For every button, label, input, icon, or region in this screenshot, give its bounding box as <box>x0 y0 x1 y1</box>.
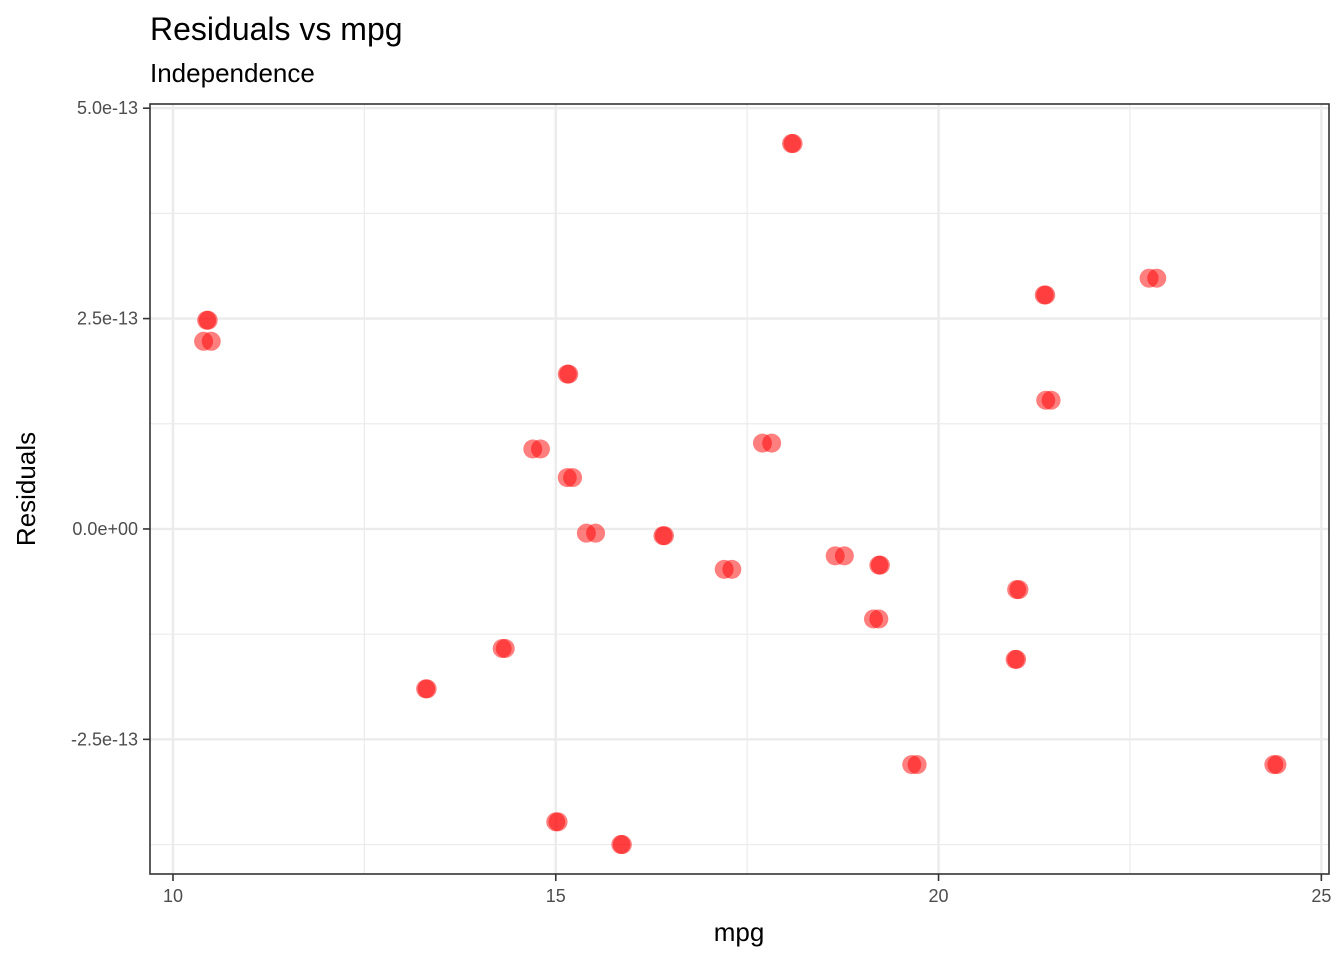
chart-title: Residuals vs mpg <box>150 11 403 47</box>
data-point <box>1267 755 1287 775</box>
data-point <box>559 364 579 384</box>
data-point <box>654 526 674 546</box>
data-point <box>722 559 742 579</box>
axes: 10 15 20 25 -2.5e-13 0.0e+00 2.5e-13 5.0e-13 <box>71 98 1331 906</box>
x-axis-title: mpg <box>714 917 765 947</box>
x-tick-label: 15 <box>546 886 566 906</box>
grid <box>150 104 1329 874</box>
data-point <box>907 755 927 775</box>
data-point <box>1007 649 1027 669</box>
y-tick-label: 0.0e+00 <box>72 519 138 539</box>
plot-panel-border <box>149 103 1330 875</box>
data-point <box>1041 390 1061 410</box>
data-point <box>869 609 889 629</box>
y-tick-label: -2.5e-13 <box>71 729 138 749</box>
y-tick-label: 5.0e-13 <box>77 98 138 118</box>
data-point <box>495 638 515 658</box>
data-point <box>530 439 550 459</box>
data-point <box>612 835 632 855</box>
x-tick-label: 10 <box>163 886 183 906</box>
data-points <box>194 134 1287 855</box>
data-point <box>870 555 890 575</box>
data-point <box>201 331 221 351</box>
data-point <box>762 433 782 453</box>
data-point <box>548 812 568 832</box>
data-point <box>586 523 606 543</box>
x-tick-label: 20 <box>929 886 949 906</box>
data-point <box>834 546 854 566</box>
chart-subtitle: Independence <box>150 58 315 88</box>
data-point <box>1009 580 1029 600</box>
y-tick-label: 2.5e-13 <box>77 309 138 329</box>
data-point <box>417 679 437 699</box>
data-point <box>1147 268 1167 288</box>
data-point <box>1036 285 1056 305</box>
x-tick-label: 25 <box>1311 886 1331 906</box>
data-point <box>563 468 583 488</box>
data-point <box>783 134 803 154</box>
y-axis-title: Residuals <box>11 432 41 546</box>
data-point <box>198 310 218 330</box>
